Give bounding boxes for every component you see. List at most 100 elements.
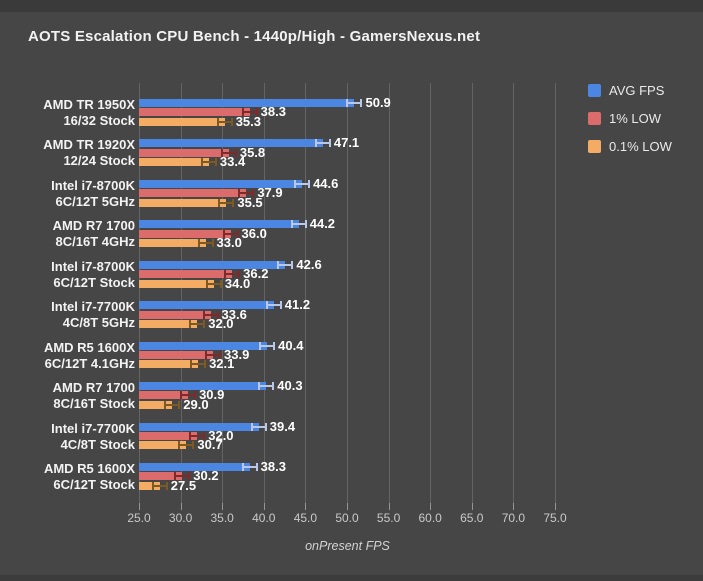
error-bar-cap-right (188, 472, 191, 481)
axis-tick (139, 503, 140, 510)
gridline (471, 83, 473, 503)
value-label: 33.9 (224, 347, 250, 363)
error-bar-cap-right (178, 400, 181, 409)
error-bar-cap-right (255, 462, 258, 471)
bar-0-1-low (139, 117, 225, 126)
error-bar-cap-right (204, 360, 207, 369)
error-bar-line (242, 465, 257, 468)
value-label: 29.0 (183, 396, 209, 412)
gridline (222, 83, 224, 503)
bar-avg-fps (139, 139, 323, 148)
error-bar-line (219, 201, 234, 204)
value-label: 30.2 (193, 468, 219, 484)
gridline (555, 83, 556, 503)
error-bar-cap-right (165, 481, 168, 490)
bar-0-1-low (139, 158, 209, 167)
error-bar-cap-right (255, 108, 258, 117)
error-bar-line (260, 344, 275, 347)
value-label: 47.1 (333, 135, 360, 151)
value-label: 32.0 (208, 427, 234, 443)
x-tick-label: 75.0 (543, 511, 567, 525)
error-bar-cap-right (203, 320, 206, 328)
error-bar-cap-right (192, 441, 195, 450)
error-bar-cap-right (264, 422, 267, 431)
category-label: Intel i7-7700K 4C/8T Stock (51, 420, 135, 452)
error-bar-cap-left (259, 341, 262, 350)
axis-tick (513, 503, 515, 510)
error-bar-line (259, 385, 274, 388)
bar-avg-fps (139, 422, 259, 431)
category-label: AMD R7 1700 8C/16T 4GHz (52, 218, 135, 250)
error-bar-line (206, 354, 221, 357)
error-bar-line (223, 232, 238, 235)
bar-avg-fps (139, 341, 268, 350)
error-bar-cap-left (220, 148, 223, 157)
value-label: 33.0 (216, 235, 242, 251)
value-label: 36.2 (243, 266, 269, 282)
error-bar-line (152, 484, 167, 487)
error-bar-line (206, 282, 221, 285)
gridline (430, 83, 432, 503)
value-label: 32.0 (208, 316, 234, 331)
value-label: 40.3 (277, 378, 303, 394)
error-bar-line (347, 102, 362, 104)
error-bar-cap-left (241, 462, 244, 471)
error-bar-cap-left (222, 229, 225, 238)
error-bar-cap-left (265, 301, 268, 310)
x-tick-label: 30.0 (168, 511, 193, 525)
bar-1-low (139, 391, 189, 400)
error-bar-cap-right (360, 99, 363, 107)
value-label: 40.4 (278, 337, 304, 353)
error-bar-cap-right (272, 382, 275, 391)
gridline (513, 83, 515, 503)
legend-swatch-icon (588, 112, 601, 125)
error-bar-line (198, 242, 213, 245)
value-label: 37.9 (257, 185, 283, 201)
error-bar-cap-left (151, 481, 154, 490)
value-label: 44.2 (309, 216, 336, 232)
value-label: 35.5 (237, 194, 263, 210)
error-bar-line (291, 223, 306, 226)
error-bar-cap-right (194, 391, 197, 400)
category-label: AMD R7 1700 8C/16T Stock (52, 380, 135, 412)
value-label: 50.9 (365, 95, 391, 110)
error-bar-cap-right (219, 279, 222, 288)
error-bar-line (266, 304, 281, 307)
legend-label: 0.1% LOW (609, 139, 672, 154)
category-label: AMD TR 1920X 12/24 Stock (43, 137, 135, 169)
error-bar-line (242, 111, 257, 114)
x-tick-label: 65.0 (460, 511, 484, 525)
legend-swatch-icon (588, 140, 601, 153)
error-bar-cap-right (279, 301, 282, 310)
error-bar-cap-left (241, 108, 244, 117)
chart-title: AOTS Escalation CPU Bench - 1440p/High -… (28, 28, 481, 45)
error-bar-cap-right (273, 341, 276, 350)
error-bar-line (278, 263, 293, 266)
error-bar-cap-left (314, 139, 317, 148)
value-label: 33.6 (221, 306, 247, 322)
error-bar-cap-right (232, 198, 235, 207)
x-tick-label: 40.0 (252, 511, 276, 525)
x-tick-label: 60.0 (418, 511, 442, 525)
x-axis-title: onPresent FPS (305, 539, 390, 553)
error-bar-cap-left (180, 391, 183, 400)
value-label: 33.4 (219, 154, 246, 170)
bar-0-1-low (139, 320, 198, 328)
error-bar-cap-left (346, 99, 349, 107)
error-bar-cap-left (216, 117, 219, 126)
bar-avg-fps (139, 301, 274, 310)
bar-0-1-low (139, 360, 199, 369)
bar-avg-fps (139, 179, 303, 188)
bar-1-low (139, 108, 250, 117)
x-tick-label: 70.0 (501, 511, 526, 525)
gridline (388, 83, 390, 503)
error-bar-cap-left (290, 220, 293, 229)
error-bar-line (221, 151, 236, 154)
error-bar-cap-left (174, 472, 177, 481)
legend-label: 1% LOW (609, 111, 662, 126)
error-bar-cap-left (205, 279, 208, 288)
category-label: Intel i7-8700K 6C/12T Stock (51, 258, 135, 290)
bar-0-1-low (139, 441, 187, 450)
legend-label: AVG FPS (609, 83, 665, 98)
category-label: Intel i7-7700K 4C/8T 5GHz (51, 299, 135, 331)
